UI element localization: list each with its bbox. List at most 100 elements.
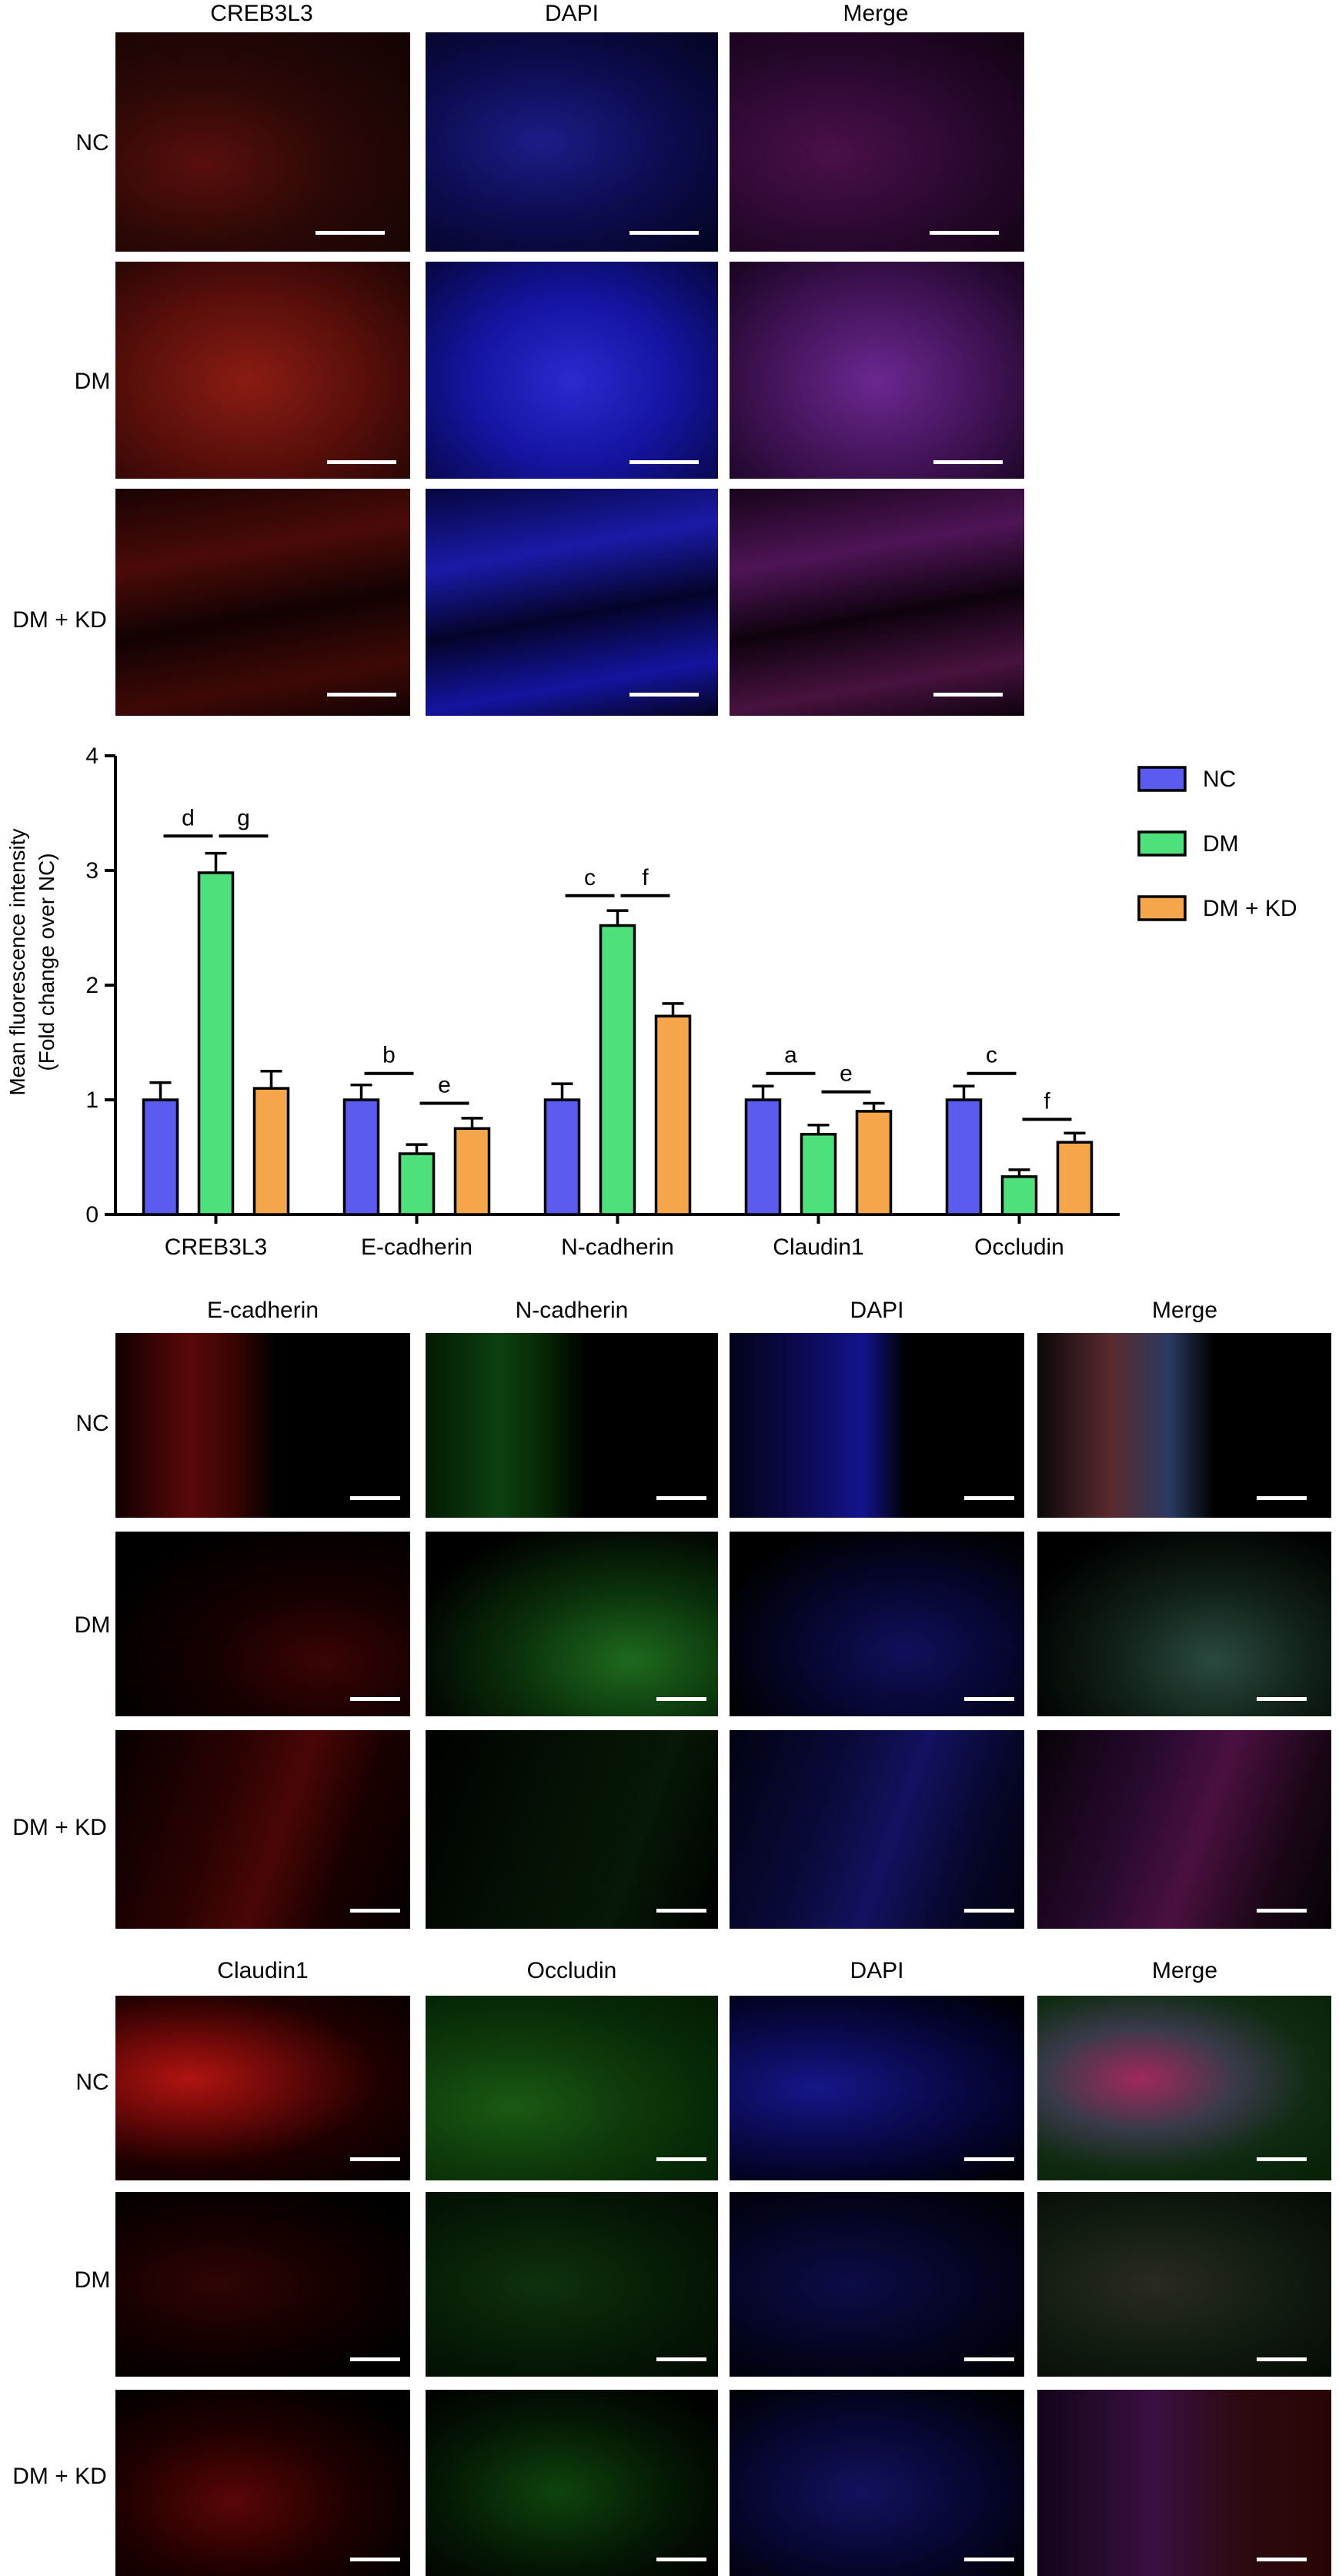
- significance-letter: f: [1043, 1088, 1050, 1114]
- col-label-dapi: DAPI: [850, 1298, 904, 1323]
- significance-letter: e: [438, 1072, 451, 1098]
- scale-bar: [964, 1909, 1014, 1913]
- scale-bar: [656, 1697, 706, 1701]
- row-label-nc: NC: [75, 1411, 109, 1436]
- scale-bar: [327, 693, 396, 697]
- scale-bar: [1257, 2558, 1307, 2561]
- micrograph-dapi-dmkd-mid: [730, 1730, 1024, 1929]
- bar: [654, 1014, 692, 1216]
- significance-letter: g: [237, 805, 250, 830]
- legend-swatch: [1137, 895, 1187, 921]
- scale-bar: [350, 1909, 400, 1913]
- legend-label: DM: [1203, 831, 1239, 857]
- bar: [855, 1110, 893, 1216]
- significance-letter: c: [986, 1043, 997, 1068]
- micrograph-dapi-dm: [426, 262, 718, 479]
- legend-label: DM + KD: [1203, 896, 1297, 921]
- micrograph-claudin1-dm: [115, 2192, 410, 2377]
- micrograph-occludin-dmkd: [426, 2390, 718, 2576]
- micrograph-creb3l3-dm: [115, 262, 410, 479]
- x-tick-label: E-cadherin: [361, 1235, 472, 1260]
- significance-letter: d: [182, 805, 195, 830]
- col-label-e-cadherin: E-cadherin: [206, 1298, 319, 1323]
- scale-bar: [629, 460, 699, 464]
- significance-letter: c: [584, 865, 596, 890]
- micrograph-e-cadherin-dmkd: [115, 1730, 410, 1929]
- micrograph-merge-dmkd: [730, 489, 1024, 716]
- scale-bar: [1257, 2157, 1307, 2161]
- x-tick-label: N-cadherin: [561, 1235, 674, 1260]
- micrograph-merge-nc-mid: [1037, 1333, 1331, 1518]
- y-tick-label: 2: [85, 973, 99, 998]
- micrograph-dapi-dmkd-bottom: [730, 2390, 1024, 2576]
- bar: [398, 1152, 436, 1216]
- y-axis-label-line2: (Fold change over NC): [35, 853, 58, 1071]
- col-label-claudin1: Claudin1: [217, 1958, 309, 1983]
- micrograph-merge-nc: [730, 32, 1024, 252]
- micrograph-dapi-dmkd: [426, 489, 718, 716]
- micrograph-occludin-dm: [426, 2192, 718, 2377]
- x-tick-label: CREB3L3: [165, 1235, 267, 1260]
- scale-bar: [350, 2357, 400, 2361]
- y-tick-label: 4: [85, 743, 99, 769]
- col-label-n-cadherin: N-cadherin: [515, 1298, 629, 1323]
- scale-bar: [656, 1909, 706, 1913]
- scale-bar: [1257, 1496, 1307, 1500]
- scale-bar: [964, 2357, 1014, 2361]
- micrograph-occludin-nc: [426, 1996, 718, 2180]
- micrograph-n-cadherin-dmkd: [426, 1730, 718, 1929]
- scale-bar: [656, 2558, 706, 2561]
- row-label-dm-kd: DM + KD: [12, 1815, 107, 1840]
- chart-bars: [142, 851, 1094, 1216]
- chart-legend: NC DM DM + KD: [1137, 766, 1297, 921]
- bar: [945, 1098, 983, 1216]
- micrograph-dapi-nc-mid: [730, 1333, 1024, 1518]
- micrograph-e-cadherin-nc: [115, 1333, 410, 1518]
- significance-letter: a: [784, 1043, 797, 1068]
- scale-bar: [964, 1697, 1014, 1701]
- bar: [744, 1098, 782, 1216]
- micrograph-claudin1-nc: [115, 1996, 410, 2180]
- bar: [197, 871, 235, 1216]
- x-tick-label: Occludin: [974, 1235, 1064, 1260]
- y-tick-label: 0: [85, 1202, 99, 1228]
- scale-bar: [964, 2157, 1014, 2161]
- scale-bar: [350, 2558, 400, 2561]
- micrograph-dapi-dm-bottom: [730, 2192, 1024, 2377]
- scale-bar: [316, 231, 385, 235]
- y-tick-label: 3: [85, 858, 99, 884]
- row-label-dm: DM: [74, 1612, 111, 1638]
- scale-bar: [933, 693, 1003, 697]
- col-label-creb3l3: CREB3L3: [210, 1, 313, 26]
- scale-bar: [1257, 2357, 1307, 2361]
- micrograph-merge-dmkd-bottom: [1037, 2390, 1331, 2576]
- bar: [599, 924, 636, 1216]
- micrograph-dapi-dm-mid: [730, 1532, 1024, 1716]
- col-label-dapi: DAPI: [544, 1, 599, 26]
- bar-chart: 0 1 2 3 4 CREB3L3 E-cadherin N-cadherin Claudin1…: [5, 743, 1297, 1260]
- col-label-merge: Merge: [843, 1, 909, 26]
- col-label-occludin: Occludin: [526, 1958, 617, 1983]
- legend-swatch: [1137, 766, 1187, 792]
- x-tick-label: Claudin1: [773, 1235, 863, 1260]
- scale-bar: [350, 1496, 400, 1500]
- y-axis-label-line1: Mean fluorescence intensity: [5, 828, 29, 1095]
- legend-label: NC: [1203, 767, 1236, 792]
- micrograph-dapi-nc: [426, 32, 718, 252]
- row-label-dm: DM: [74, 2267, 111, 2293]
- micrograph-merge-dm: [730, 262, 1024, 479]
- scale-bar: [930, 231, 999, 235]
- scale-bar: [656, 2357, 706, 2361]
- significance-letter: b: [382, 1043, 396, 1068]
- scale-bar: [350, 2157, 400, 2161]
- bar: [453, 1127, 491, 1216]
- significance-letter: f: [642, 865, 649, 890]
- bar: [543, 1098, 581, 1216]
- micrograph-claudin1-dmkd: [115, 2390, 410, 2576]
- micrograph-e-cadherin-dm: [115, 1532, 410, 1716]
- row-label-nc: NC: [75, 130, 109, 155]
- scale-bar: [964, 1496, 1014, 1500]
- bar: [342, 1098, 380, 1216]
- bar: [142, 1098, 179, 1216]
- scale-bar: [656, 2157, 706, 2161]
